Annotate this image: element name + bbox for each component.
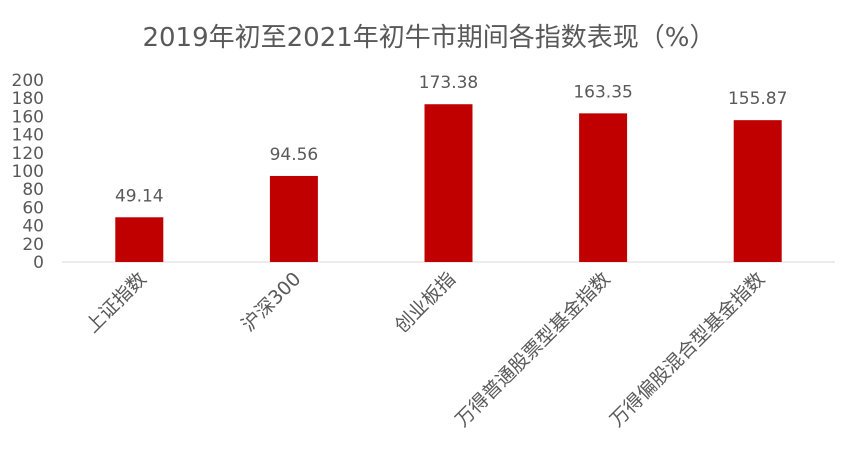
x-category-label: 上证指数 [82,268,151,337]
chart-title: 2019年初至2021年初牛市期间各指数表现（%） [142,23,715,53]
bar-value-label: 49.14 [115,186,164,206]
y-tick-label: 60 [22,198,44,218]
y-tick-label: 160 [12,107,44,127]
y-tick-label: 120 [12,144,44,164]
bar [734,120,782,262]
y-tick-label: 180 [12,89,44,109]
bar [115,217,163,262]
y-tick-label: 0 [33,253,44,273]
bar-value-label: 163.35 [573,82,632,102]
y-tick-label: 40 [22,217,44,237]
x-category-label: 万得普通股票型基金指数 [451,268,614,431]
y-tick-label: 200 [12,71,44,91]
y-tick-label: 20 [22,235,44,255]
bar-value-label: 94.56 [270,145,319,165]
y-tick-label: 80 [22,180,44,200]
y-tick-label: 140 [12,126,44,146]
bar [270,176,318,262]
bar [425,104,473,262]
x-category-label: 沪深300 [237,268,305,336]
x-category-label: 创业板指 [391,268,460,337]
bar-value-label: 173.38 [419,73,478,93]
y-tick-label: 100 [12,162,44,182]
bar-series [115,104,781,262]
x-category-label: 万得偏股混合型基金指数 [606,268,769,431]
bar [579,113,627,262]
bar-value-label: 155.87 [728,89,787,109]
